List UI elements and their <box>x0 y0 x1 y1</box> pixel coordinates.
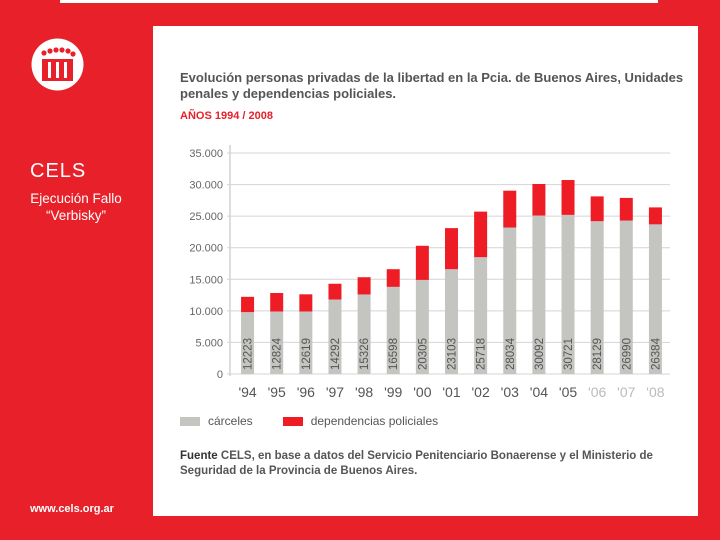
legend-label-carceles: cárceles <box>208 414 253 428</box>
bar-dependencias <box>445 228 458 270</box>
bar-carceles <box>474 257 488 374</box>
bar-total-label: 14292 <box>330 338 342 370</box>
bar-carceles <box>503 227 517 374</box>
bar-total-label: 20305 <box>417 338 429 370</box>
bar-dependencias <box>648 207 662 225</box>
x-category-label: '96 <box>297 384 315 400</box>
y-tick-label: 35.000 <box>189 148 223 160</box>
x-category-label: '01 <box>442 384 460 400</box>
website-link[interactable]: www.cels.org.ar <box>30 503 114 515</box>
bar-dependencias <box>386 269 400 287</box>
bar-dependencias <box>561 180 575 215</box>
bar-carceles <box>357 294 371 374</box>
y-tick-label: 5.000 <box>195 337 223 349</box>
cels-logo-icon <box>31 38 84 91</box>
x-category-label: '06 <box>588 384 606 400</box>
stacked-bar-chart: 35.000 30.000 25.000 20.000 15.000 10.000 5.00… <box>189 145 670 400</box>
bar-total-label: 28129 <box>592 338 604 370</box>
bar-dependencias <box>474 211 488 258</box>
source-lead: Fuente <box>180 450 218 462</box>
bar-carceles <box>386 286 400 374</box>
legend-item-carceles: cárceles <box>180 414 253 428</box>
bar-total-label: 12223 <box>243 338 255 370</box>
bar-total-label: 12824 <box>272 337 284 370</box>
x-category-label: '03 <box>501 384 519 400</box>
legend-item-dependencias: dependencias policiales <box>282 414 439 428</box>
bar-dependencias <box>328 283 342 300</box>
legend-swatch-carceles <box>180 416 200 426</box>
y-tick-label: 25.000 <box>189 211 223 223</box>
bar-dependencias <box>532 183 546 216</box>
x-category-label: '07 <box>617 384 635 400</box>
chart-title: Evolución personas privadas de la libert… <box>180 70 684 101</box>
bar-carceles <box>619 220 633 374</box>
bar-dependencias <box>299 294 313 312</box>
source-note: Fuente CELS, en base a datos del Servici… <box>180 449 680 479</box>
chart-panel: Evolución personas privadas de la libert… <box>153 26 698 516</box>
bar-carceles <box>648 224 662 374</box>
chart-legend: cárceles dependencias policiales <box>180 414 468 428</box>
bar-carceles <box>561 214 575 374</box>
bar-total-label: 16598 <box>388 338 400 370</box>
bar-total-label: 30721 <box>563 338 575 370</box>
y-tick-label: 0 <box>217 369 223 381</box>
x-category-label: '00 <box>413 384 431 400</box>
bar-dependencias <box>590 196 604 222</box>
x-category-label: '08 <box>646 384 664 400</box>
bar-dependencias <box>357 277 371 295</box>
bar-total-label: 28034 <box>505 337 517 370</box>
x-category-label: '99 <box>384 384 402 400</box>
bar-carceles <box>241 312 255 374</box>
bar-total-label: 30092 <box>534 338 546 370</box>
bar-total-label: 25718 <box>476 338 488 370</box>
x-category-label: '04 <box>530 384 548 400</box>
bar-carceles <box>299 311 313 374</box>
y-tick-label: 20.000 <box>189 243 223 255</box>
bar-carceles <box>590 221 604 374</box>
chart-subtitle: AÑOS 1994 / 2008 <box>180 110 273 122</box>
bar-carceles <box>270 311 284 374</box>
bar-carceles <box>328 299 342 374</box>
x-category-label: '94 <box>238 384 256 400</box>
bar-carceles <box>415 279 429 374</box>
bar-total-label: 26990 <box>621 338 633 370</box>
x-category-label: '98 <box>355 384 373 400</box>
x-category-label: '97 <box>326 384 344 400</box>
bar-dependencias <box>503 190 517 228</box>
x-category-label: '95 <box>268 384 286 400</box>
slide-subtitle: Ejecución Fallo “Verbisky” <box>30 191 122 223</box>
org-name: CELS <box>30 160 87 182</box>
bar-total-label: 26384 <box>650 337 662 370</box>
bar-total-label: 15326 <box>359 338 371 370</box>
y-tick-label: 30.000 <box>189 180 223 192</box>
top-decorative-bar <box>60 0 658 3</box>
bar-dependencias <box>270 293 284 312</box>
bar-total-label: 23103 <box>447 338 459 370</box>
legend-swatch-dependencias <box>282 416 303 426</box>
bar-dependencias <box>415 245 429 280</box>
x-category-label: '02 <box>472 384 490 400</box>
bar-dependencias <box>619 197 633 221</box>
legend-label-dependencias: dependencias policiales <box>310 414 439 428</box>
y-tick-label: 10.000 <box>189 306 223 318</box>
source-text: CELS, en base a datos del Servicio Penit… <box>180 450 653 477</box>
bar-carceles <box>445 269 458 374</box>
bar-carceles <box>532 215 546 374</box>
x-category-label: '05 <box>559 384 577 400</box>
bar-total-label: 12619 <box>301 338 313 370</box>
y-tick-label: 15.000 <box>189 274 223 286</box>
bar-dependencias <box>241 296 255 313</box>
